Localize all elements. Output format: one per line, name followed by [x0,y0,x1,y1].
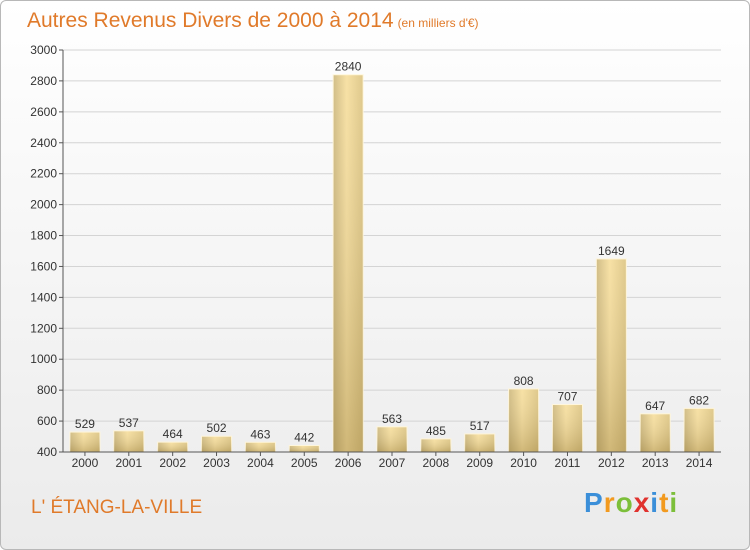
bar-shade-2007 [377,426,407,452]
x-label-2002: 2002 [159,456,186,470]
bar-shade-2002 [157,442,188,452]
data-label-2006: 2840 [335,60,362,74]
x-label-2007: 2007 [379,456,406,470]
x-label-2010: 2010 [510,456,537,470]
data-label-2011: 707 [557,390,577,404]
x-label-2008: 2008 [423,456,450,470]
bar-shade-2001 [113,430,144,452]
data-labels: 529 537 464 502 463 442 2840 563 485 517 808 707 164… [75,60,709,445]
data-label-2008: 485 [426,424,446,438]
y-tick-label: 3000 [30,43,57,57]
data-label-2003: 502 [207,421,227,435]
x-label-2013: 2013 [642,456,669,470]
data-label-2013: 647 [645,399,665,413]
y-tick-label: 2000 [30,198,57,212]
x-label-2000: 2000 [72,456,99,470]
y-tick-label: 400 [37,445,57,459]
y-tick-label: 2200 [30,167,57,181]
x-label-2006: 2006 [335,456,362,470]
proxiti-logo: Proxiti [584,487,678,519]
bar-shade-2011 [552,404,583,452]
y-tick-label: 800 [37,383,57,397]
chart-unit: (en milliers d'€) [397,16,479,30]
data-label-2007: 563 [382,412,402,426]
y-tick-label: 2800 [30,74,57,88]
bar-shade-2008 [420,438,451,452]
x-label-2011: 2011 [555,456,581,470]
data-label-2014: 682 [689,393,709,407]
bars [69,74,715,453]
logo-letter: t [659,487,670,518]
data-label-2012: 1649 [598,244,625,258]
bar-shade-2000 [69,432,100,452]
y-tick-label: 1000 [30,352,57,366]
logo-letter: o [615,487,634,518]
data-label-2000: 529 [75,417,95,431]
y-tick-label: 1200 [30,321,57,335]
logo-letter: i [669,487,679,518]
logo-letter: P [584,487,604,518]
bar-shade-2004 [245,442,276,452]
bar-shade-2014 [684,408,715,452]
logo-letter: r [603,487,616,518]
bar-shade-2006 [333,74,364,452]
y-tick-label: 1400 [30,290,57,304]
bar-shade-2009 [464,433,495,452]
bar-shade-2013 [640,413,671,452]
logo-letter: i [650,487,660,518]
y-tick-label: 1800 [30,229,57,243]
x-label-2014: 2014 [686,456,713,470]
place-name: L' ÉTANG-LA-VILLE [31,497,203,518]
data-label-2010: 808 [514,374,534,388]
logo-letter: x [633,487,651,518]
y-axis-ticks: 400 600 800 1000 1200 1400 1600 1800 2000 2200 240… [30,43,63,459]
y-tick-label: 2400 [30,136,57,150]
data-label-2002: 464 [163,427,183,441]
y-tick-label: 2600 [30,105,57,119]
x-label-2012: 2012 [598,456,625,470]
bar-shade-2005 [289,445,320,452]
chart-title: Autres Revenus Divers de 2000 à 2014 (en … [27,9,479,33]
x-label-2005: 2005 [291,456,318,470]
x-label-2003: 2003 [203,456,230,470]
chart-title-text: Autres Revenus Divers de 2000 à 2014 [27,9,394,32]
data-label-2005: 442 [294,431,314,445]
y-tick-label: 600 [37,414,57,428]
bar-shade-2010 [508,388,539,452]
y-tick-label: 1600 [30,259,57,273]
x-axis-labels: 2000 2001 2002 2003 2004 2005 2006 2007 2008 2009… [72,452,713,470]
x-label-2004: 2004 [247,456,274,470]
x-label-2009: 2009 [466,456,493,470]
bar-shade-2003 [201,436,232,452]
data-label-2009: 517 [470,419,490,433]
x-label-2001: 2001 [115,456,142,470]
bar-shade-2012 [596,258,627,452]
data-label-2001: 537 [119,416,139,430]
data-label-2004: 463 [250,427,270,441]
